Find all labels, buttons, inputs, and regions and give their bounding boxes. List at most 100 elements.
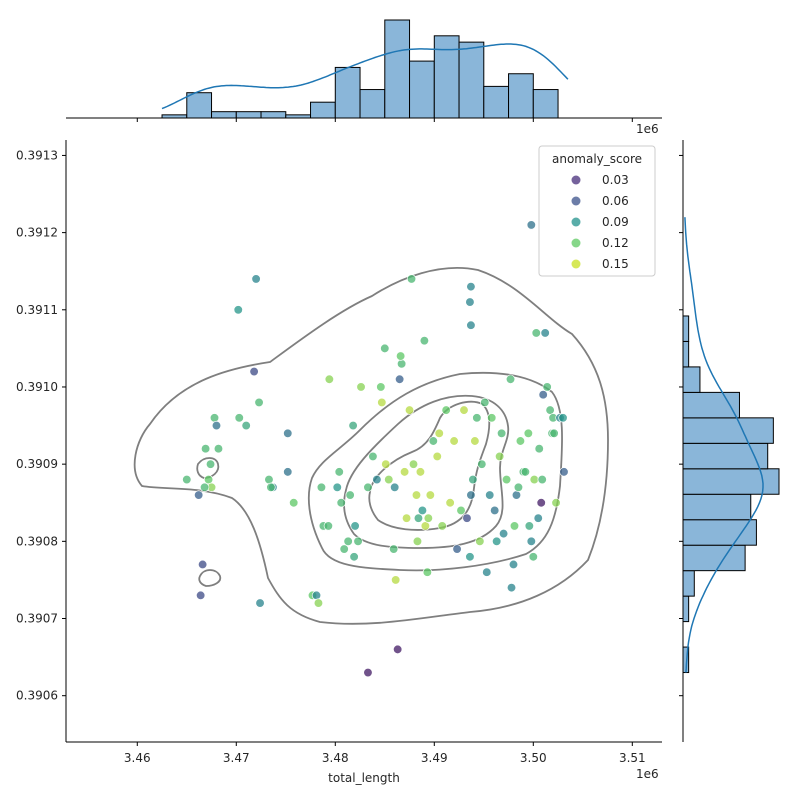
scatter-point — [425, 490, 435, 500]
legend-label: 0.09 — [602, 215, 629, 229]
scatter-point — [520, 467, 531, 477]
y-tick-label: 0.3909 — [16, 457, 58, 471]
right-hist-bar — [682, 315, 690, 342]
kde-contours — [133, 266, 609, 625]
scatter-point — [209, 413, 220, 423]
scatter-point — [417, 505, 428, 516]
legend-label: 0.15 — [602, 257, 629, 271]
scatter-point — [506, 582, 517, 593]
scatter-point — [413, 513, 424, 523]
kde-contour-line — [198, 569, 222, 587]
scatter-point — [523, 428, 533, 438]
scatter-point — [203, 474, 214, 485]
scatter-point — [492, 536, 502, 546]
scatter-point — [384, 474, 394, 485]
scatter-point — [456, 505, 466, 516]
scatter-point — [551, 498, 561, 508]
scatter-point — [182, 474, 192, 485]
scatter-point — [394, 374, 405, 384]
scatter-point — [537, 474, 547, 485]
top-offset-label: 1e6 — [636, 122, 659, 136]
scatter-point — [470, 436, 480, 446]
y-tick-label: 0.3913 — [16, 148, 58, 162]
right-hist-bar — [682, 340, 690, 368]
scatter-point — [420, 521, 431, 531]
scatter-point — [194, 490, 204, 500]
legend-box — [538, 145, 656, 277]
top-hist-bar — [384, 19, 411, 119]
scatter-point — [423, 513, 434, 523]
right-hist-bar — [682, 442, 769, 470]
scatter-point — [428, 436, 438, 446]
legend-title: anomaly_score — [552, 152, 642, 166]
scatter-point — [540, 328, 550, 338]
top-hist-bar — [409, 60, 435, 119]
scatter-point — [434, 428, 444, 438]
scatter-point — [234, 413, 244, 423]
scatter-point — [264, 474, 274, 485]
scatter-point — [542, 382, 552, 392]
x-tick-label: 3.49 — [421, 751, 448, 765]
right-hist-bar — [682, 570, 695, 597]
scatter-point — [195, 590, 206, 601]
scatter-point — [529, 474, 539, 485]
top-hist-bar — [186, 92, 213, 119]
y-tick-label: 0.3907 — [16, 612, 58, 626]
scatter-point — [511, 490, 522, 500]
scatter-point — [528, 552, 538, 562]
scatter-point — [323, 521, 334, 531]
scatter-point — [449, 436, 459, 446]
scatter-point — [404, 405, 415, 415]
y-tick-label: 0.3910 — [16, 380, 58, 394]
scatter-point — [466, 320, 476, 330]
scatter-point — [199, 482, 210, 492]
legend-marker — [571, 217, 581, 227]
scatter-point — [197, 559, 208, 570]
scatter-point — [432, 451, 442, 462]
scatter-point — [441, 405, 451, 415]
scatter-point — [452, 544, 462, 554]
scatter-point — [515, 436, 526, 446]
scatter-point — [498, 528, 509, 539]
scatter-point — [401, 513, 412, 523]
scatter-point — [487, 413, 497, 423]
scatter-point — [336, 498, 346, 508]
scatter-point — [396, 359, 407, 369]
x-tick-label: 3.48 — [322, 751, 349, 765]
scatter-point — [468, 474, 478, 485]
scatter-point — [408, 459, 419, 469]
scatter-point — [524, 521, 534, 531]
kde-contour-line — [343, 394, 510, 549]
scatter-point — [415, 467, 426, 477]
right-hist-bar — [682, 544, 746, 572]
scatter-point — [526, 220, 536, 230]
scatter-point — [311, 590, 322, 601]
scatter-point — [289, 498, 299, 508]
scatter-point — [533, 513, 543, 523]
scatter-point — [531, 328, 541, 338]
top-hist-bar — [532, 89, 559, 119]
scatter-point — [376, 382, 386, 392]
scatter-point — [213, 444, 224, 454]
scatter-point — [283, 428, 293, 438]
scatter-point — [211, 420, 222, 431]
scatter-point — [526, 536, 536, 546]
y-tick-label: 0.3912 — [16, 226, 58, 240]
top-hist-bar — [260, 111, 287, 119]
scatter-point — [466, 281, 476, 292]
scatter-point — [465, 552, 475, 562]
scatter-point — [368, 451, 378, 462]
scatter-point — [339, 544, 349, 554]
scatter-point — [391, 575, 401, 585]
scatter-point — [485, 490, 495, 500]
right-hist-bar — [682, 493, 752, 521]
scatter-point — [363, 667, 373, 678]
scatter-point — [372, 474, 382, 485]
x-tick-label: 3.47 — [223, 751, 250, 765]
top-hist-bar — [483, 85, 510, 119]
right-kde-curve — [684, 217, 764, 673]
scatter-point — [538, 390, 548, 400]
scatter-point — [283, 467, 293, 477]
top-hist-bar — [359, 89, 386, 119]
